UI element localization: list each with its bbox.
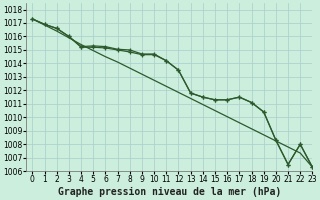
X-axis label: Graphe pression niveau de la mer (hPa): Graphe pression niveau de la mer (hPa) xyxy=(58,187,281,197)
